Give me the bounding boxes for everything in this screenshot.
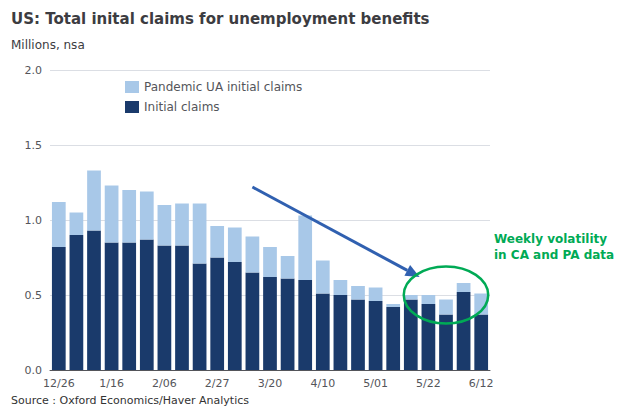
svg-text:2.0: 2.0	[25, 64, 43, 77]
svg-text:US: Total inital claims for un: US: Total inital claims for unemployment…	[11, 10, 430, 28]
svg-text:0.0: 0.0	[25, 364, 43, 377]
svg-text:5/01: 5/01	[363, 377, 388, 390]
svg-text:6/12: 6/12	[469, 377, 494, 390]
svg-text:1.5: 1.5	[25, 139, 43, 152]
svg-text:4/10: 4/10	[310, 377, 335, 390]
svg-text:1.0: 1.0	[25, 214, 43, 227]
svg-text:in CA and PA data: in CA and PA data	[494, 248, 614, 262]
svg-text:0.5: 0.5	[25, 289, 43, 302]
svg-text:Pandemic UA initial claims: Pandemic UA initial claims	[144, 80, 302, 94]
svg-text:2/27: 2/27	[205, 377, 230, 390]
svg-text:Source : Oxford Economics/Have: Source : Oxford Economics/Haver Analytic…	[11, 394, 249, 407]
svg-text:5/22: 5/22	[416, 377, 441, 390]
svg-text:1/16: 1/16	[99, 377, 124, 390]
svg-text:Millions, nsa: Millions, nsa	[11, 38, 85, 52]
svg-text:Weekly volatility: Weekly volatility	[494, 232, 607, 246]
svg-text:Initial claims: Initial claims	[144, 100, 220, 114]
svg-text:2/06: 2/06	[152, 377, 177, 390]
svg-text:12/26: 12/26	[43, 377, 75, 390]
svg-text:3/20: 3/20	[258, 377, 283, 390]
